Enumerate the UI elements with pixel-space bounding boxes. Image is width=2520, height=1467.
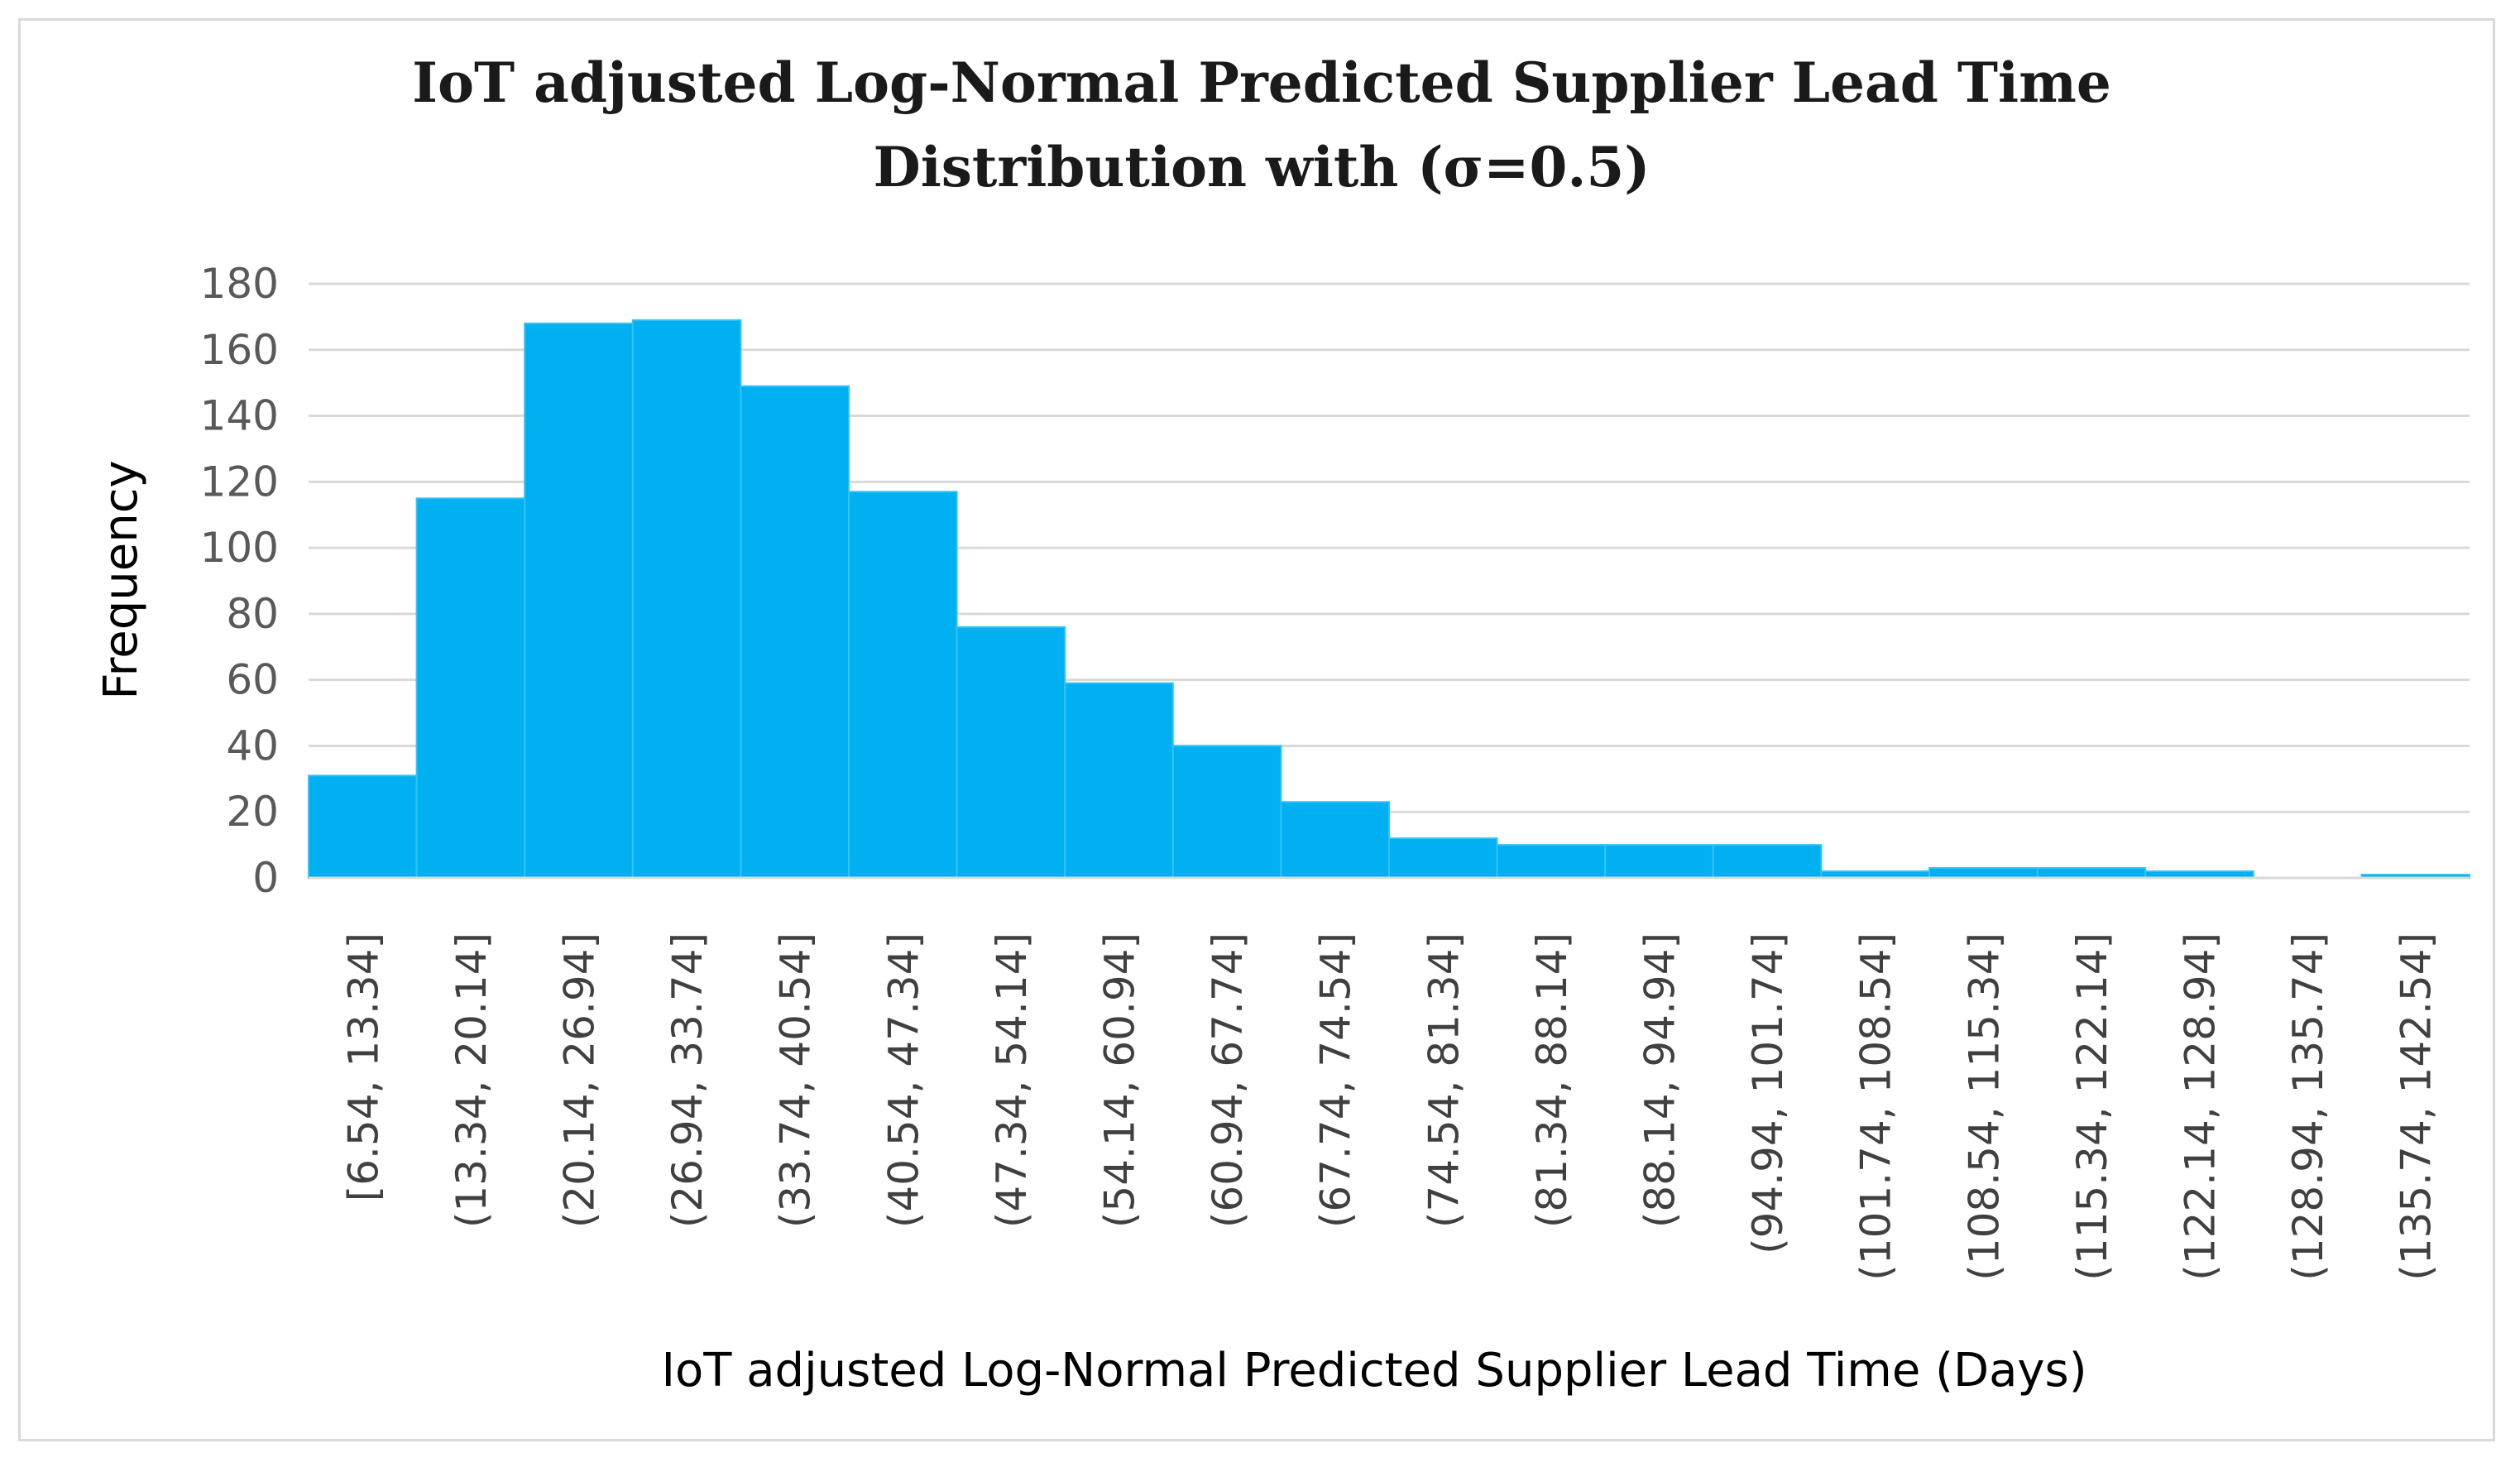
x-category-label: (108.54, 115.34] (1960, 932, 2008, 1281)
x-category-label: (88.14, 94.94] (1636, 932, 1684, 1228)
histogram-bar (2036, 867, 2147, 879)
histogram-bar (1280, 801, 1391, 879)
x-category-label: (67.74, 74.54] (1312, 932, 1360, 1228)
histogram-bar (631, 319, 742, 879)
x-category-label: [6.54, 13.34] (339, 932, 387, 1201)
histogram-bar (1604, 844, 1714, 879)
histogram-bar (956, 626, 1066, 879)
histogram-bar (848, 491, 958, 879)
x-category-label: (54.14, 60.94] (1096, 932, 1144, 1228)
chart-title-line-1: IoT adjusted Log-Normal Predicted Suppli… (412, 50, 2111, 115)
x-axis-title: IoT adjusted Log-Normal Predicted Suppli… (661, 1344, 2086, 1397)
y-tick-label: 60 (226, 656, 279, 704)
x-axis-categories: [6.54, 13.34] (13.34, 20.14] (20.14, 26.94… (339, 932, 2440, 1281)
x-category-label: (135.74, 142.54] (2393, 932, 2441, 1281)
y-tick-label: 40 (226, 722, 279, 769)
y-tick-label: 140 (200, 392, 279, 440)
x-category-label: (122.14, 128.94] (2177, 932, 2225, 1281)
x-category-label: (20.14, 26.94] (556, 932, 604, 1228)
x-category-label: (13.34, 20.14] (448, 932, 496, 1228)
x-category-label: (74.54, 81.34] (1420, 932, 1468, 1228)
histogram-bar (1712, 844, 1823, 879)
histogram-bar (415, 497, 526, 879)
histogram-chart: IoT adjusted Log-Normal Predicted Suppli… (94, 50, 2470, 1397)
chart-title-line-2: Distribution with (σ=0.5) (873, 135, 1650, 199)
histogram-bar (1388, 837, 1498, 880)
x-category-label: (81.34, 88.14] (1528, 932, 1576, 1228)
y-axis-title: Frequency (94, 460, 148, 699)
histogram-bar (308, 774, 418, 879)
x-category-label: (94.94, 101.74] (1744, 932, 1792, 1254)
histogram-bar (524, 322, 634, 880)
histogram-bar (740, 385, 850, 879)
y-tick-label: 0 (252, 854, 279, 902)
x-category-label: (115.34, 122.14] (2068, 932, 2116, 1281)
chart-frame: IoT adjusted Log-Normal Predicted Suppli… (18, 18, 2495, 1441)
x-category-label: (33.74, 40.54] (772, 932, 820, 1228)
y-tick-label: 100 (200, 524, 279, 572)
y-tick-label: 20 (226, 788, 279, 836)
x-category-label: (101.74, 108.54] (1852, 932, 1900, 1281)
chart-title: IoT adjusted Log-Normal Predicted Suppli… (412, 50, 2111, 199)
y-axis-ticks: 0 20 40 60 80 100 120 140 160 180 (200, 260, 279, 902)
y-tick-label: 80 (226, 590, 279, 638)
x-category-label: (26.94, 33.74] (664, 932, 711, 1228)
histogram-bar (1928, 867, 2039, 879)
x-category-label: (47.34, 54.14] (988, 932, 1036, 1228)
x-category-label: (128.94, 135.74] (2284, 932, 2332, 1281)
y-tick-label: 120 (200, 458, 279, 506)
x-category-label: (40.54, 47.34] (879, 932, 927, 1228)
x-category-label: (60.94, 67.74] (1204, 932, 1252, 1228)
y-tick-label: 160 (200, 326, 279, 374)
histogram-bar (1064, 682, 1174, 880)
bars (308, 319, 2470, 880)
histogram-bar (1496, 844, 1607, 879)
y-tick-label: 180 (200, 260, 279, 308)
histogram-bar (1171, 745, 1282, 880)
